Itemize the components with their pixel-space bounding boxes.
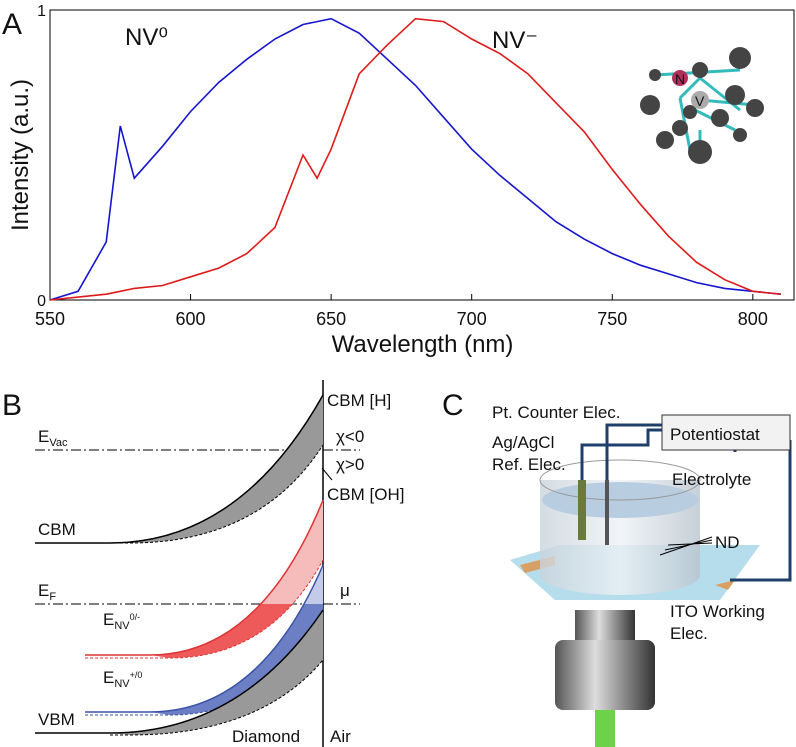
label: CBM [OH]: [327, 485, 404, 504]
band-diagram: B CBM [H] CBM [OH] χ<0 χ>0 EVac CBM EF μ…: [2, 380, 404, 747]
atom: [640, 95, 660, 115]
legend-label: NV⁰: [125, 24, 168, 51]
panel-label: C: [442, 389, 464, 422]
atom: [672, 120, 688, 136]
x-tick-label: 800: [738, 309, 768, 329]
label: Ref. Elec.: [492, 455, 566, 474]
label: ND: [715, 533, 740, 552]
x-tick-label: 750: [597, 309, 627, 329]
nv0-curve-dashed: [85, 559, 324, 659]
nv0-band-filled: [150, 604, 293, 658]
atom-v: [691, 91, 709, 109]
atom-label: V: [695, 93, 705, 109]
atom: [711, 109, 729, 127]
beaker-rim: [539, 459, 701, 501]
atom: [725, 85, 745, 105]
pointer: [321, 467, 333, 481]
label: EVac: [38, 427, 68, 449]
electrochem-setup: C Potentiostat Pt. Counter Elec. Ag/AgCl…: [442, 389, 792, 747]
label: Air: [330, 727, 351, 746]
wires: [580, 423, 792, 582]
label: Electrolyte: [672, 470, 751, 489]
pointer: [659, 536, 713, 556]
legend-label: NV⁻: [492, 27, 538, 54]
atom: [746, 99, 764, 117]
label: Potentiostat: [670, 425, 760, 444]
y-axis-label: Intensity (a.u.): [7, 79, 34, 231]
atom: [683, 105, 697, 119]
potentiostat-box: [661, 414, 791, 451]
x-tick-label: 650: [316, 309, 346, 329]
defect-inset: NV: [640, 47, 764, 164]
spectrum-line: [49, 17, 781, 301]
objective: [555, 640, 655, 710]
label: Pt. Counter Elec.: [492, 403, 621, 422]
label: ENV0/-: [103, 610, 140, 632]
atom: [656, 131, 674, 149]
label: VBM: [38, 710, 75, 729]
label: EF: [38, 581, 56, 603]
x-tick-label: 600: [176, 309, 206, 329]
label: ITO Working: [670, 602, 765, 621]
label: CBM [H]: [327, 391, 391, 410]
x-tick-label: 700: [457, 309, 487, 329]
label: Ag/AgCl: [492, 433, 554, 452]
label: ENV+/0: [103, 668, 142, 690]
cbm-oh-curve: [110, 444, 324, 544]
plot-frame: [49, 9, 795, 301]
label: μ: [340, 581, 350, 600]
y-tick-label: 1: [37, 3, 46, 20]
atom: [692, 62, 708, 78]
vbm-band: [110, 610, 323, 735]
x-axis-label: Wavelength (nm): [332, 331, 514, 358]
y-tick-label: 0: [37, 293, 46, 310]
bond: [678, 76, 702, 100]
counter-electrode: [605, 480, 609, 545]
label: Elec.: [670, 624, 708, 643]
atom: [649, 69, 661, 81]
label: Diamond: [232, 727, 300, 746]
cbm-h-curve: [35, 394, 324, 544]
atom: [688, 140, 712, 164]
x-tick-label: 550: [35, 309, 65, 329]
nv0-curve: [85, 499, 324, 656]
label: CBM: [38, 520, 76, 539]
spectrum-plot: 550 600 650 700 750 800 0 1 Wavelength (nm) Inten…: [7, 3, 795, 358]
panel-label: B: [2, 389, 22, 422]
spectrum-line: [49, 17, 781, 301]
label: χ>0: [336, 455, 364, 474]
label: χ<0: [336, 427, 364, 446]
atom-label: N: [675, 71, 685, 87]
nvp-curve: [85, 564, 324, 713]
atom-n: [672, 70, 688, 86]
panel-label: A: [2, 8, 22, 41]
bond: [699, 98, 756, 107]
atom: [733, 128, 747, 142]
atom: [729, 47, 751, 69]
cbm-band: [110, 395, 323, 543]
vbm-curve-dashed: [110, 659, 324, 736]
ref-electrode: [578, 480, 586, 540]
vbm-curve: [35, 609, 324, 734]
